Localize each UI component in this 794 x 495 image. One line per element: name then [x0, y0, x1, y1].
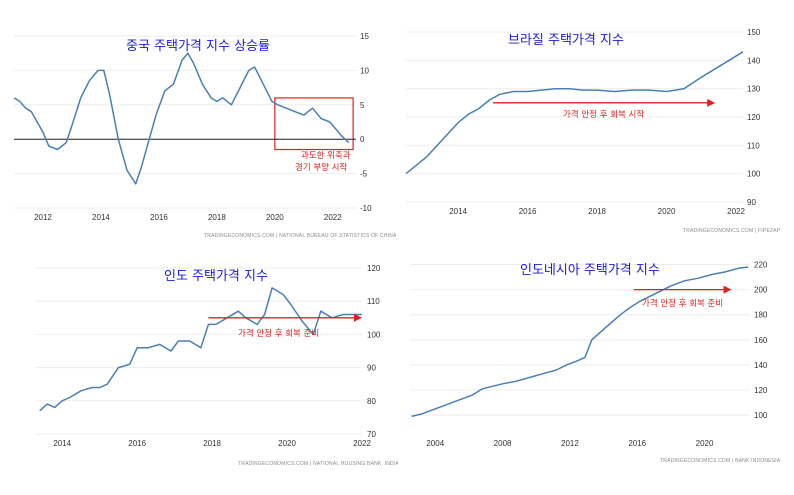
y-tick-label: 90: [367, 364, 376, 373]
y-tick-label: 120: [367, 264, 381, 273]
x-tick-label: 2020: [266, 213, 284, 222]
chart-source: TRADINGECONOMICS.COM | BANK INDONESIA: [660, 458, 781, 464]
y-tick-label: -10: [360, 204, 372, 213]
y-tick-label: 15: [360, 32, 369, 41]
x-tick-label: 2012: [34, 213, 52, 222]
x-tick-label: 2020: [278, 439, 296, 448]
x-tick-label: 2004: [426, 439, 444, 448]
y-tick-label: 0: [360, 135, 365, 144]
annotation-box: [274, 97, 354, 151]
y-tick-label: 140: [754, 361, 768, 370]
chart-title: 브라질 주택가격 지수: [508, 33, 624, 48]
y-tick-label: 150: [747, 28, 761, 37]
series-line: [405, 51, 744, 175]
chart-svg-brazil: 2014 2016 2018 2020 2022 150 140 130 120 110 100 9…: [405, 28, 781, 234]
x-tick-label: 2014: [449, 207, 467, 216]
x-tick-label: 2016: [628, 439, 646, 448]
y-tick-label: 100: [754, 411, 768, 420]
x-tick-label: 2022: [324, 213, 342, 222]
y-tick-label: 180: [754, 311, 768, 320]
chart-source: TRADINGECONOMICS.COM | NATIONAL HOUSING …: [238, 461, 399, 467]
x-tick-label: 2016: [519, 207, 537, 216]
annotation-text: 가격 안정 후 회복 시작: [563, 109, 644, 120]
x-tick-label: 2008: [494, 439, 512, 448]
y-tick-label: 100: [747, 170, 761, 179]
annotation-arrowhead: [354, 313, 362, 322]
y-tick-label: 160: [754, 336, 768, 345]
chart-title: 인도네시아 주택가격 지수: [520, 263, 660, 278]
y-tick-label: 100: [367, 330, 381, 339]
x-tick-label: 2020: [658, 207, 676, 216]
y-tick-label: 5: [360, 101, 365, 110]
chart-source: TRADINGECONOMICS.COM | NATIONAL BUREAU O…: [204, 233, 397, 239]
chart-panel-india: 2014 2016 2018 2020 2022 120 110 100 90 80 70 인도 …: [6, 252, 399, 470]
chart-title: 인도 주택가격 지수: [164, 269, 268, 284]
annotation-text: 가격 안정 후 회복 준비: [238, 328, 319, 339]
chart-svg-indonesia: 2004 2008 2012 2016 2020 220 200 180 160 140 120 1…: [410, 261, 781, 464]
y-tick-label: 80: [367, 397, 376, 406]
y-tick-label: -5: [360, 170, 368, 179]
x-tick-label: 2022: [353, 439, 371, 448]
x-tick-label: 2012: [561, 439, 579, 448]
y-tick-label: 120: [747, 113, 761, 122]
series-line: [411, 266, 749, 418]
x-tick-label: 2022: [727, 207, 745, 216]
x-tick-label: 2020: [696, 439, 714, 448]
annotation-text-line-2: 경기 부양 시작: [295, 162, 348, 173]
x-tick-label: 2014: [92, 213, 110, 222]
annotation-text-line-1: 과도한 위축과: [301, 151, 351, 161]
y-tick-label: 130: [747, 85, 761, 94]
x-tick-label: 2014: [53, 439, 71, 448]
chart-source: TRADINGECONOMICS.COM | FIPEZAP: [683, 228, 781, 234]
annotation-arrowhead: [707, 98, 716, 107]
x-tick-label: 2016: [128, 439, 146, 448]
y-tick-label: 110: [367, 297, 380, 306]
y-tick-label: 140: [747, 56, 761, 65]
annotation-text: 가격 안정 후 회복 준비: [642, 298, 723, 309]
series-line: [13, 52, 350, 185]
series-line: [39, 287, 362, 412]
x-tick-label: 2016: [150, 213, 168, 222]
x-tick-label: 2018: [588, 207, 606, 216]
y-tick-label: 220: [754, 261, 768, 270]
chart-svg-india: 2014 2016 2018 2020 2022 120 110 100 90 80 70 인도 …: [36, 264, 399, 467]
y-tick-label: 70: [367, 430, 376, 439]
chart-panel-china: 2012 2014 2016 2018 2020 2022 15 10 5 0 -5 -10 중국 …: [6, 24, 397, 242]
y-tick-label: 200: [754, 286, 768, 295]
x-tick-label: 2018: [208, 213, 226, 222]
y-tick-label: 90: [747, 198, 756, 207]
y-tick-label: 120: [754, 386, 768, 395]
chart-panel-indonesia: 2004 2008 2012 2016 2020 220 200 180 160 140 120 1…: [398, 252, 790, 470]
y-tick-label: 110: [747, 141, 760, 150]
chart-svg-china: 2012 2014 2016 2018 2020 2022 15 10 5 0 -5 -10 중국 …: [13, 32, 397, 239]
chart-title: 중국 주택가격 지수 상승률: [126, 39, 270, 54]
y-tick-label: 10: [360, 66, 369, 75]
chart-panel-brazil: 2014 2016 2018 2020 2022 150 140 130 120 110 100 9…: [398, 24, 790, 236]
annotation-arrowhead: [723, 285, 732, 294]
x-tick-label: 2018: [203, 439, 221, 448]
